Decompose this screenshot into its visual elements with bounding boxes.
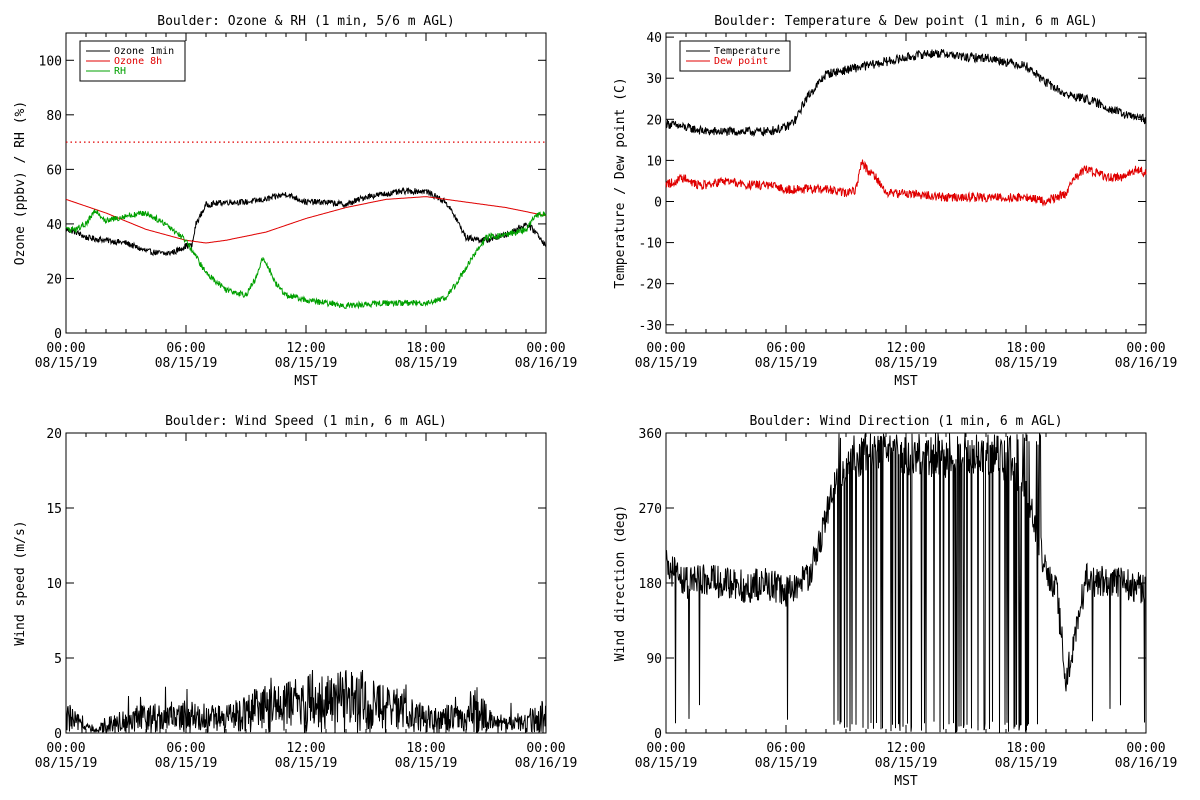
x-tick-date-label: 08/15/19 bbox=[875, 756, 938, 771]
series-line-0-0 bbox=[65, 186, 547, 257]
x-tick-time-label: 18:00 bbox=[406, 741, 445, 756]
x-tick-time-label: 06:00 bbox=[766, 341, 805, 356]
ozone-rh-panel: Boulder: Ozone & RH (1 min, 5/6 m AGL) 0 2… bbox=[13, 14, 577, 389]
y-tick-label: 30 bbox=[646, 72, 662, 87]
y-tick-label: 40 bbox=[46, 218, 62, 233]
y-tick-label: 0 bbox=[54, 327, 62, 342]
x-tick-date-label: 08/15/19 bbox=[755, 356, 818, 371]
x-tick-date-label: 08/15/19 bbox=[995, 756, 1058, 771]
x-tick-time-label: 00:00 bbox=[1126, 341, 1165, 356]
x-tick-time-label: 00:00 bbox=[526, 341, 565, 356]
y-axis-label: Temperature / Dew point (C) bbox=[613, 77, 628, 288]
x-tick-time-label: 18:00 bbox=[1006, 341, 1045, 356]
y-tick-label: 270 bbox=[639, 502, 662, 517]
y-tick-label: 360 bbox=[639, 427, 662, 442]
x-tick-date-label: 08/15/19 bbox=[35, 756, 98, 771]
legend-label: RH bbox=[114, 66, 126, 77]
x-tick-time-label: 00:00 bbox=[646, 741, 685, 756]
series-line-0-2 bbox=[65, 209, 547, 310]
x-tick-time-label: 00:00 bbox=[46, 741, 85, 756]
legend-label: Ozone 1min bbox=[114, 46, 174, 57]
y-tick-label: 20 bbox=[646, 113, 662, 128]
x-tick-time-label: 06:00 bbox=[166, 741, 205, 756]
chart-title: Boulder: Wind Speed (1 min, 6 m AGL) bbox=[165, 414, 447, 429]
y-tick-label: 100 bbox=[39, 54, 62, 69]
x-tick-date-label: 08/15/19 bbox=[395, 356, 458, 371]
x-tick-date-label: 08/16/19 bbox=[515, 356, 578, 371]
y-tick-label: 10 bbox=[646, 154, 662, 169]
wind-direction-panel: Boulder: Wind Direction (1 min, 6 m AGL)… bbox=[613, 414, 1177, 789]
x-tick-date-label: 08/15/19 bbox=[275, 356, 338, 371]
y-tick-label: 0 bbox=[654, 727, 662, 742]
x-tick-date-label: 08/15/19 bbox=[995, 356, 1058, 371]
y-tick-label: -30 bbox=[639, 319, 662, 334]
x-tick-time-label: 00:00 bbox=[526, 741, 565, 756]
x-tick-time-label: 12:00 bbox=[286, 741, 325, 756]
y-tick-label: -20 bbox=[639, 278, 662, 293]
chart-title: Boulder: Temperature & Dew point (1 min,… bbox=[714, 14, 1098, 29]
x-tick-time-label: 18:00 bbox=[406, 341, 445, 356]
y-axis-label: Wind direction (deg) bbox=[613, 505, 628, 662]
chart-title: Boulder: Ozone & RH (1 min, 5/6 m AGL) bbox=[157, 14, 454, 29]
y-tick-label: 10 bbox=[46, 577, 62, 592]
x-tick-date-label: 08/15/19 bbox=[275, 756, 338, 771]
y-axis-label: Ozone (ppbv) / RH (%) bbox=[13, 101, 28, 265]
y-tick-label: 0 bbox=[54, 727, 62, 742]
series-line-0-1 bbox=[65, 196, 547, 244]
y-tick-label: 15 bbox=[46, 502, 62, 517]
y-tick-label: 5 bbox=[54, 652, 62, 667]
plot-frame bbox=[65, 432, 547, 734]
x-tick-time-label: 00:00 bbox=[646, 341, 685, 356]
y-tick-label: 20 bbox=[46, 272, 62, 287]
legend-box bbox=[679, 40, 791, 72]
y-tick-label: 40 bbox=[646, 31, 662, 46]
y-tick-label: 20 bbox=[46, 427, 62, 442]
x-tick-time-label: 06:00 bbox=[166, 341, 205, 356]
y-tick-label: 180 bbox=[639, 577, 662, 592]
y-tick-label: -10 bbox=[639, 237, 662, 252]
x-tick-time-label: 06:00 bbox=[766, 741, 805, 756]
y-tick-label: 0 bbox=[654, 195, 662, 210]
x-tick-date-label: 08/15/19 bbox=[395, 756, 458, 771]
x-tick-date-label: 08/15/19 bbox=[35, 356, 98, 371]
x-tick-time-label: 00:00 bbox=[46, 341, 85, 356]
x-tick-date-label: 08/16/19 bbox=[515, 756, 578, 771]
y-tick-label: 60 bbox=[46, 163, 62, 178]
x-tick-time-label: 00:00 bbox=[1126, 741, 1165, 756]
legend-label: Temperature bbox=[714, 46, 780, 57]
x-tick-date-label: 08/15/19 bbox=[755, 756, 818, 771]
temperature-dewpoint-panel: Boulder: Temperature & Dew point (1 min,… bbox=[613, 14, 1177, 389]
x-axis-label: MST bbox=[894, 774, 918, 789]
x-tick-date-label: 08/15/19 bbox=[155, 356, 218, 371]
series-line-2-0 bbox=[65, 669, 547, 734]
legend-label: Dew point bbox=[714, 56, 768, 67]
x-axis-label: MST bbox=[894, 374, 918, 389]
x-tick-time-label: 18:00 bbox=[1006, 741, 1045, 756]
series-line-3-0 bbox=[665, 432, 1147, 734]
wind-speed-panel: Boulder: Wind Speed (1 min, 6 m AGL) 0 5 10… bbox=[13, 414, 577, 771]
y-tick-label: 80 bbox=[46, 109, 62, 124]
x-tick-date-label: 08/15/19 bbox=[635, 356, 698, 371]
x-tick-date-label: 08/16/19 bbox=[1115, 756, 1178, 771]
x-tick-time-label: 12:00 bbox=[886, 741, 925, 756]
chart-title: Boulder: Wind Direction (1 min, 6 m AGL) bbox=[749, 414, 1062, 429]
legend-label: Ozone 8h bbox=[114, 56, 162, 67]
x-tick-date-label: 08/16/19 bbox=[1115, 356, 1178, 371]
series-line-1-0 bbox=[665, 49, 1147, 138]
y-tick-label: 90 bbox=[646, 652, 662, 667]
x-tick-date-label: 08/15/19 bbox=[875, 356, 938, 371]
x-tick-time-label: 12:00 bbox=[886, 341, 925, 356]
y-axis-label: Wind speed (m/s) bbox=[13, 520, 28, 645]
x-tick-date-label: 08/15/19 bbox=[155, 756, 218, 771]
x-axis-label: MST bbox=[294, 374, 318, 389]
x-tick-date-label: 08/15/19 bbox=[635, 756, 698, 771]
series-line-1-1 bbox=[665, 159, 1147, 207]
x-tick-time-label: 12:00 bbox=[286, 341, 325, 356]
